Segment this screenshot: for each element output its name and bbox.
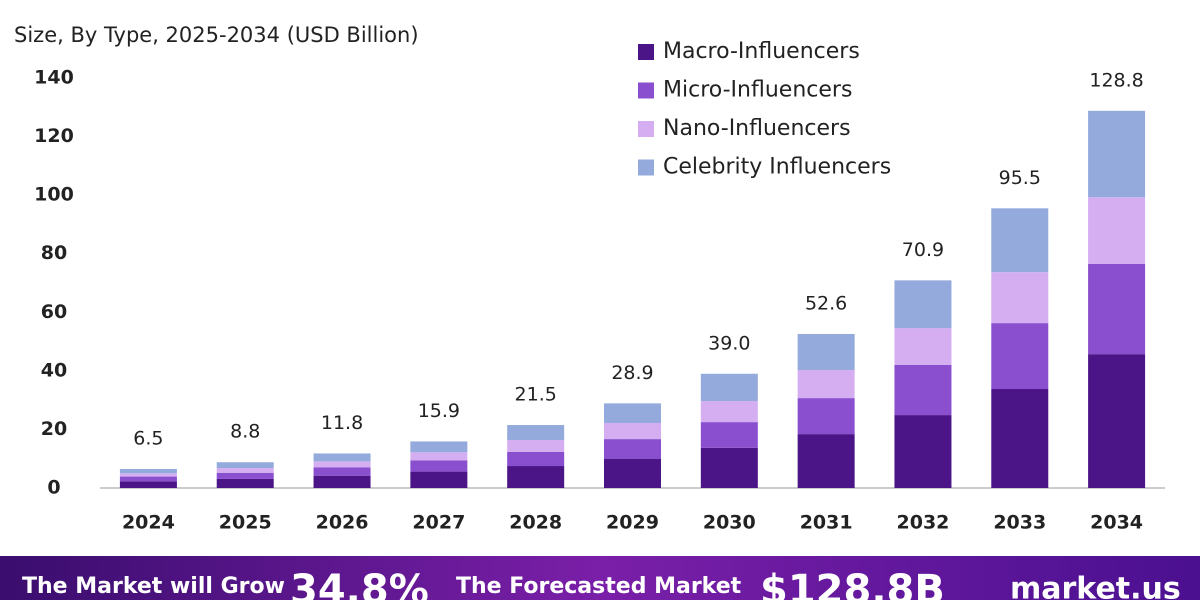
bar-segment (313, 461, 371, 468)
bar-segment (797, 369, 855, 399)
x-tick-label: 2028 (509, 512, 562, 534)
bar-segment (991, 208, 1049, 273)
bar-segment (894, 328, 952, 365)
total-label: 8.8 (230, 421, 260, 443)
bar-segment (119, 473, 177, 477)
banner-cagr: 34.8% (290, 567, 429, 600)
bar-segment (604, 459, 661, 488)
bar-segment (216, 462, 274, 469)
bar-segment (1088, 263, 1146, 355)
x-tick-label: 2033 (993, 512, 1046, 534)
bar-segment (313, 475, 371, 488)
bar-segment (410, 441, 468, 453)
x-tick-label: 2032 (897, 512, 950, 534)
bar-segment (410, 471, 468, 488)
bar-segment (216, 472, 274, 479)
bar-segment (410, 452, 468, 461)
bar-segment (894, 365, 952, 416)
bar-segment (313, 453, 371, 462)
y-tick-label: 100 (34, 184, 74, 206)
bar-segment (797, 333, 855, 370)
x-tick-label: 2029 (606, 512, 659, 534)
bar-segment (700, 422, 758, 448)
bar-segment (507, 466, 565, 488)
y-tick-label: 80 (41, 242, 67, 264)
total-label: 39.0 (708, 332, 750, 354)
bar-segment (1088, 197, 1146, 264)
bar-segment (216, 478, 274, 488)
bar-segment (604, 439, 661, 460)
bar-segment (119, 476, 177, 482)
y-tick-label: 0 (47, 477, 60, 499)
x-tick-label: 2034 (1090, 512, 1143, 534)
bar-segment (700, 401, 758, 423)
bar-segment (604, 403, 661, 423)
legend-label: Micro-Influencers (663, 78, 852, 103)
banner (0, 556, 1200, 600)
legend-label: Macro-Influencers (663, 39, 860, 64)
bar-segment (410, 460, 468, 472)
total-label: 6.5 (133, 427, 163, 449)
total-label: 128.8 (1089, 69, 1143, 91)
y-tick-label: 140 (34, 67, 74, 89)
bar-segment (700, 373, 758, 402)
total-label: 28.9 (611, 362, 653, 384)
legend-label: Nano-Influencers (663, 116, 851, 141)
bar-segment (507, 425, 565, 440)
legend-swatch (638, 121, 654, 137)
bar-segment (507, 439, 565, 452)
bar-segment (1088, 354, 1146, 488)
total-label: 70.9 (902, 239, 944, 261)
bar-segment (119, 481, 177, 488)
bar-segment (604, 422, 661, 440)
y-tick-label: 40 (41, 359, 67, 381)
banner-value: $128.8B (760, 567, 945, 600)
bar-segment (216, 468, 274, 473)
total-label: 15.9 (418, 400, 460, 422)
banner-text: The Forecasted Market (456, 574, 742, 599)
banner-text: The Market will Grow (22, 574, 285, 599)
total-label: 21.5 (515, 384, 557, 406)
x-tick-label: 2030 (703, 512, 756, 534)
bar-segment (119, 468, 177, 474)
x-tick-label: 2031 (800, 512, 853, 534)
bar-segment (894, 415, 952, 488)
bar-segment (991, 272, 1049, 324)
x-tick-label: 2027 (412, 512, 465, 534)
bar-segment (313, 467, 371, 476)
chart-subtitle: Size, By Type, 2025-2034 (USD Billion) (14, 23, 419, 47)
y-tick-label: 120 (34, 125, 74, 147)
legend-swatch (638, 44, 654, 60)
bar-segment (700, 447, 758, 488)
bar-segment (507, 451, 565, 467)
legend-label: Celebrity Influencers (663, 155, 891, 180)
bar-segment (1088, 110, 1146, 198)
y-tick-label: 60 (41, 301, 67, 323)
bar-segment (894, 280, 952, 329)
y-tick-label: 20 (41, 418, 67, 440)
banner-brand: market.us (1010, 572, 1181, 600)
x-tick-label: 2026 (316, 512, 369, 534)
total-label: 52.6 (805, 292, 847, 314)
legend-swatch (638, 82, 654, 99)
total-label: 11.8 (321, 412, 363, 434)
bar-segment (797, 434, 855, 488)
x-tick-label: 2025 (219, 512, 272, 534)
bar-segment (991, 389, 1049, 488)
total-label: 95.5 (999, 167, 1041, 189)
bar-segment (797, 398, 855, 435)
legend-swatch (638, 159, 654, 176)
bar-segment (991, 323, 1049, 390)
x-tick-label: 2024 (122, 512, 175, 534)
